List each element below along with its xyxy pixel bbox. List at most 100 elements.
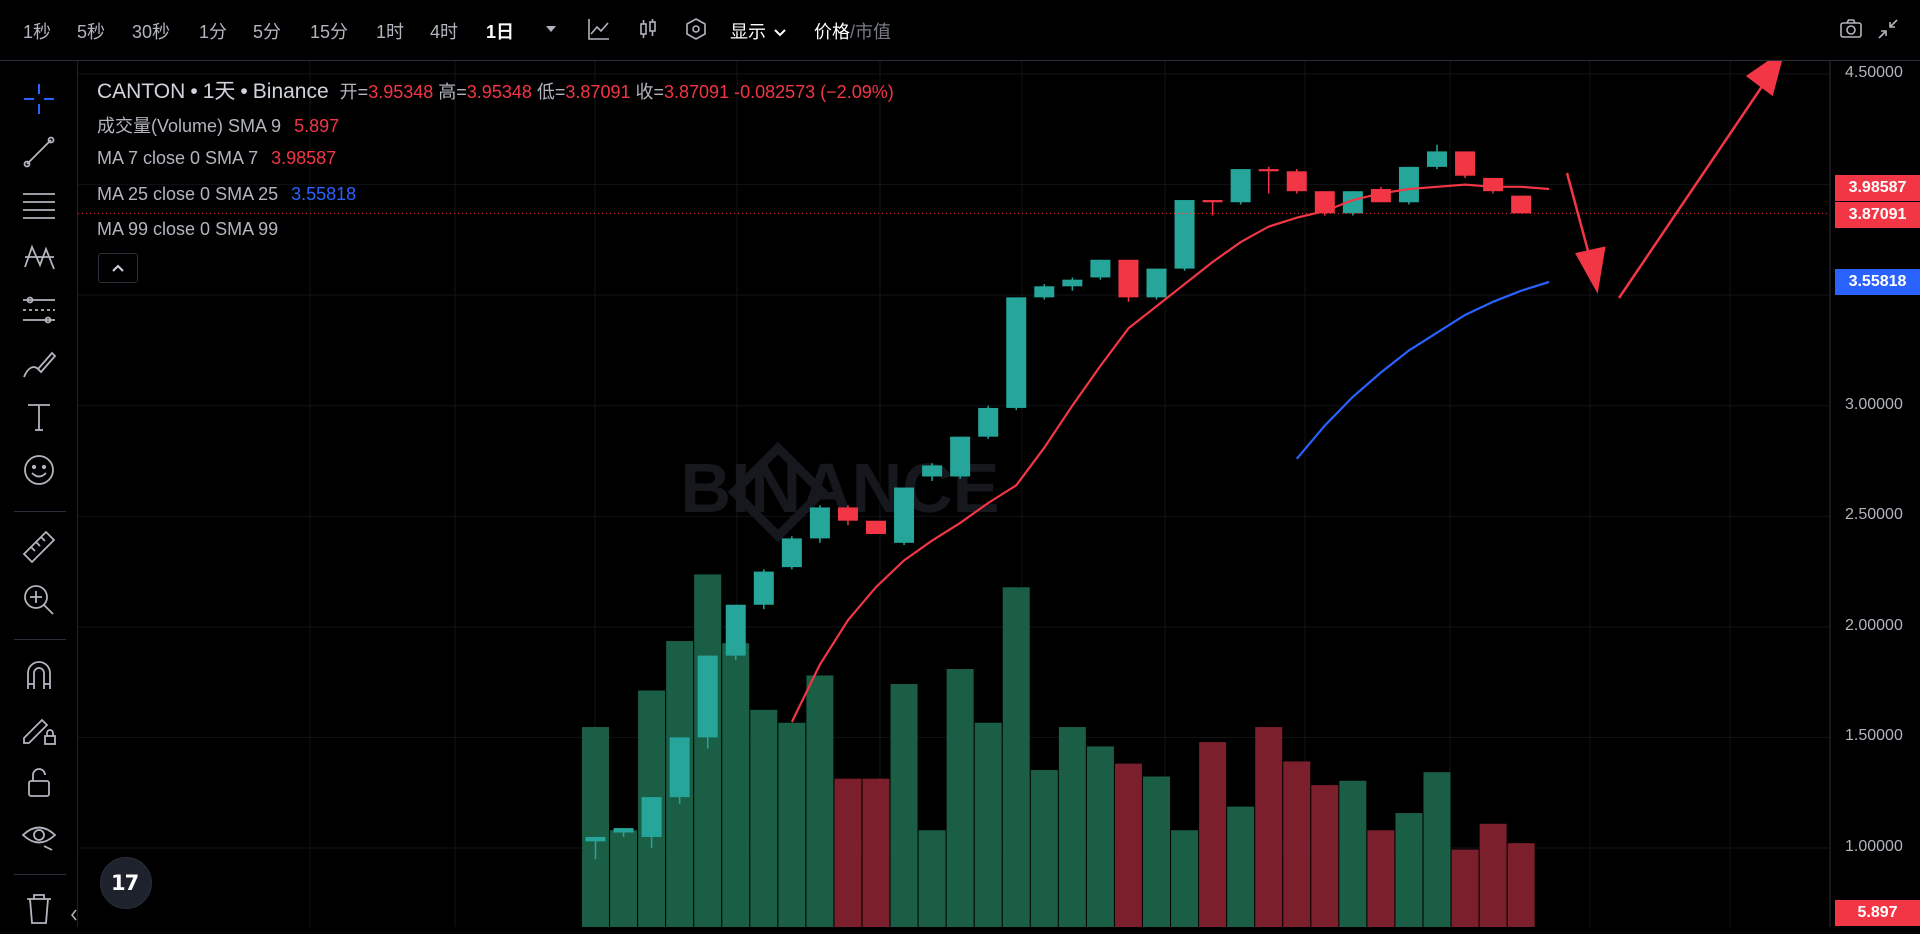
candle-body — [1230, 169, 1251, 203]
candle-body — [697, 655, 718, 738]
interval-1h[interactable]: 1时 — [376, 22, 405, 42]
legend-low: 3.87091 — [565, 82, 631, 102]
volume-bar — [806, 675, 834, 927]
volume-bar — [834, 778, 862, 927]
interval-dropdown-icon[interactable] — [538, 16, 564, 42]
annotation-arrow-up — [1617, 49, 1786, 299]
fib-lines-icon[interactable] — [18, 184, 60, 226]
toolbar-collapse-icon[interactable] — [70, 907, 78, 923]
price-axis-label: 2.50000 — [1845, 506, 1903, 524]
volume-bar — [582, 727, 609, 927]
candle-body — [1174, 200, 1195, 269]
zoom-in-icon[interactable] — [18, 579, 60, 621]
legend-main: CANTON • 1天 • Binance 开=3.95348 高=3.9534… — [97, 80, 894, 103]
ruler-icon[interactable] — [18, 526, 60, 568]
volume-bar — [1114, 763, 1142, 927]
volume-bar — [1395, 813, 1423, 927]
interval-1s[interactable]: 1秒 — [23, 22, 52, 42]
candle-body — [1314, 191, 1335, 214]
legend-change: -0.082573 (−2.09%) — [734, 82, 894, 102]
volume-bar — [1002, 587, 1030, 927]
candle-body — [922, 465, 943, 477]
brush-icon[interactable] — [18, 343, 60, 385]
chevron-up-icon — [112, 264, 124, 272]
volume-bar — [1171, 830, 1199, 927]
price-axis-label: 1.50000 — [1845, 727, 1903, 745]
marketcap-label: 市值 — [855, 22, 892, 42]
indicators-icon[interactable] — [683, 16, 709, 42]
candle-body — [1455, 151, 1476, 176]
ma7-line — [790, 183, 1550, 723]
display-label: 显示 — [730, 22, 766, 42]
interval-1m[interactable]: 1分 — [199, 22, 228, 42]
volume-bar — [1227, 806, 1255, 927]
pattern-icon[interactable] — [18, 237, 60, 279]
legend-volume[interactable]: 成交量(Volume) SMA 9 5.897 — [97, 116, 340, 136]
candle-body — [1286, 171, 1307, 192]
volume-price-tag: 5.897 — [1835, 900, 1920, 926]
trash-icon[interactable] — [18, 887, 60, 929]
display-menu[interactable]: 显示 — [730, 18, 787, 44]
candle-body — [1006, 297, 1027, 408]
interval-1d[interactable]: 1日 — [486, 22, 515, 42]
legend-collapse-button[interactable] — [98, 253, 138, 283]
candle-body — [1090, 259, 1111, 278]
interval-15m[interactable]: 15分 — [310, 22, 349, 42]
volume-bar — [862, 778, 890, 927]
candle-body — [894, 487, 915, 543]
interval-5m[interactable]: 5分 — [253, 22, 282, 42]
volume-bar — [1479, 823, 1507, 927]
interval-30s[interactable]: 30秒 — [132, 22, 171, 42]
unlock-icon[interactable] — [18, 761, 60, 803]
emoji-icon[interactable] — [18, 449, 60, 491]
candle-body — [753, 571, 774, 605]
candle-body — [781, 538, 802, 568]
volume-bar — [1283, 761, 1311, 927]
line-chart-icon[interactable] — [586, 16, 612, 42]
candle-body — [669, 737, 690, 798]
volume-bar — [1030, 770, 1058, 927]
price-axis-label: 3.00000 — [1845, 395, 1903, 413]
collapse-fullscreen-icon[interactable] — [1875, 16, 1901, 42]
candle-body — [641, 797, 662, 837]
price-axis-label: 1.00000 — [1845, 838, 1903, 855]
volume-bar — [1423, 772, 1451, 927]
candle-body — [866, 520, 886, 534]
volume-bar — [1367, 830, 1395, 927]
interval-5s[interactable]: 5秒 — [77, 22, 106, 42]
candle-body — [1483, 177, 1504, 192]
legend-ma25-value: 3.55818 — [291, 184, 357, 204]
interval-4h[interactable]: 4时 — [430, 22, 459, 42]
visibility-icon[interactable] — [18, 814, 60, 856]
volume-bar — [890, 684, 918, 927]
volume-bar — [1143, 776, 1170, 927]
prediction-icon[interactable] — [18, 290, 60, 332]
volume-bar — [1058, 727, 1086, 927]
legend-exchange: Binance — [252, 80, 329, 103]
candle-body — [725, 604, 746, 656]
symbol[interactable]: CANTON — [97, 80, 186, 103]
legend-ma25[interactable]: MA 25 close 0 SMA 25 3.55818 — [97, 184, 357, 204]
text-tool-icon[interactable] — [18, 396, 60, 438]
tradingview-logo[interactable]: 17 — [100, 857, 152, 909]
camera-icon[interactable] — [1838, 16, 1864, 42]
price-label: 价格 — [814, 22, 850, 42]
candle-body — [1062, 279, 1083, 287]
price-mode-toggle[interactable]: 价格/市值 — [814, 18, 891, 44]
candle-type-icon[interactable] — [635, 16, 661, 42]
magnet-icon[interactable] — [18, 655, 60, 697]
price-axis-label: 4.50000 — [1845, 64, 1903, 81]
volume-bar — [694, 574, 722, 927]
crosshair-icon[interactable] — [18, 78, 60, 120]
trend-line-icon[interactable] — [18, 131, 60, 173]
legend-ma7[interactable]: MA 7 close 0 SMA 7 3.98587 — [97, 148, 337, 168]
legend-open: 3.95348 — [368, 82, 434, 102]
last-price-tag: 3.87091 — [1835, 201, 1920, 228]
volume-bar — [1086, 746, 1114, 927]
legend-ma99[interactable]: MA 99 close 0 SMA 99 — [97, 219, 279, 239]
volume-bar — [722, 643, 750, 927]
candle-body — [1202, 200, 1223, 203]
lock-drawing-icon[interactable] — [18, 708, 60, 750]
volume-bar — [918, 830, 946, 927]
